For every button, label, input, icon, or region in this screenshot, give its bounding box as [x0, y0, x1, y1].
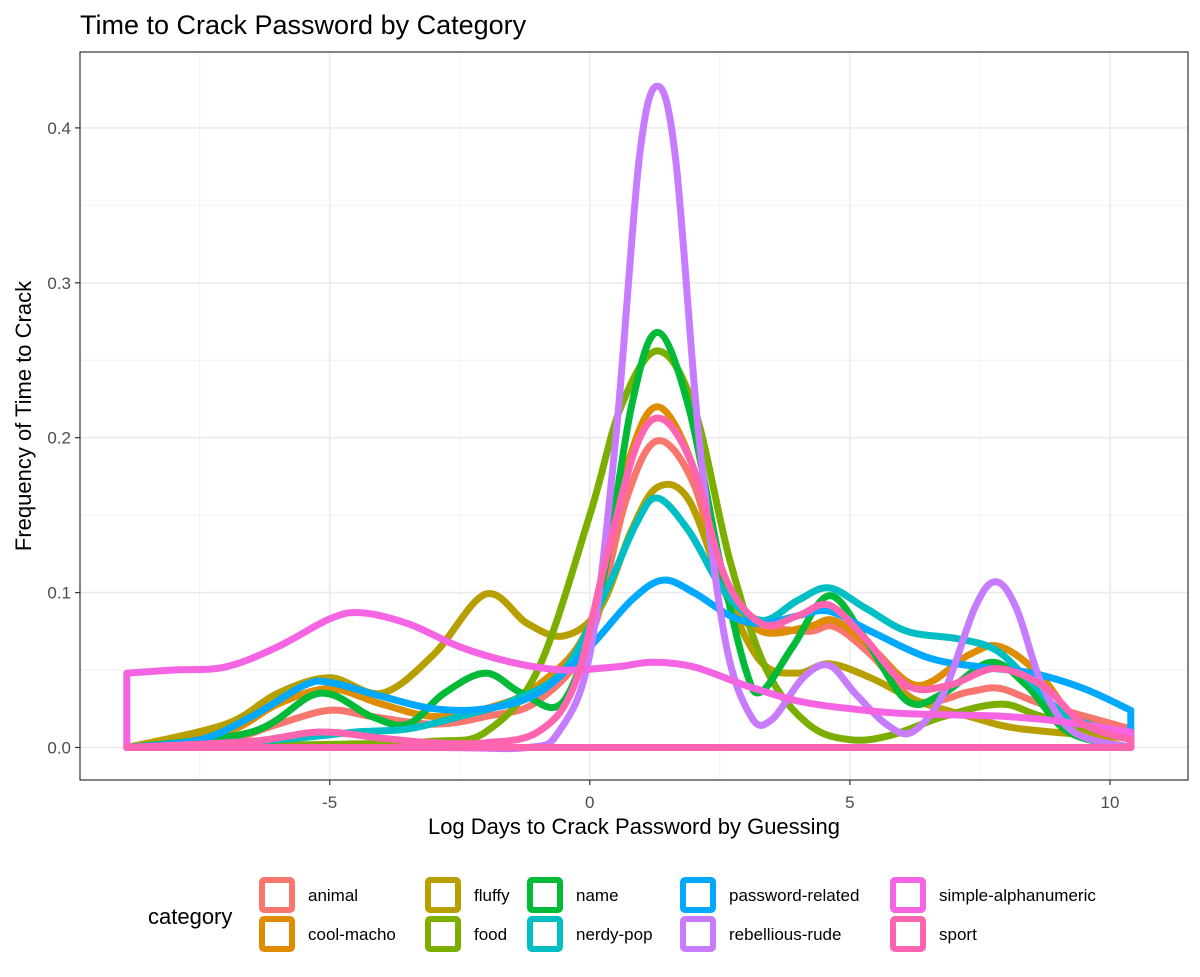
- y-tick-label: 0.2: [47, 429, 71, 448]
- legend-label-name: name: [576, 886, 619, 905]
- legend-key-food: [425, 916, 461, 952]
- legend-label-simple-alphanumeric: simple-alphanumeric: [939, 886, 1096, 905]
- legend-label-animal: animal: [308, 886, 358, 905]
- legend-label-cool-macho: cool-macho: [308, 925, 396, 944]
- legend-key-animal: [259, 877, 295, 913]
- plot-panel-border: [79, 51, 1189, 781]
- legend-key-nerdy-pop: [527, 916, 563, 952]
- series-line-sport: [123, 414, 1135, 751]
- legend-title: category: [148, 904, 232, 929]
- series-line-animal: [123, 437, 1135, 751]
- series-line-simple-alphanumeric: [123, 609, 1135, 751]
- y-tick-label: 0.1: [47, 584, 71, 603]
- legend-label-sport: sport: [939, 925, 977, 944]
- series-line-rebellious-rude: [123, 82, 1135, 753]
- x-tick-label: 5: [845, 793, 854, 812]
- legend-key-name: [527, 877, 563, 913]
- legend-key-cool-macho: [259, 916, 295, 952]
- legend-label-fluffy: fluffy: [474, 886, 510, 905]
- legend-label-food: food: [474, 925, 507, 944]
- series-line-name: [123, 328, 1135, 751]
- y-axis-title: Frequency of Time to Crack: [11, 280, 36, 551]
- legend-key-simple-alphanumeric: [890, 877, 926, 913]
- x-tick-label: 10: [1101, 793, 1120, 812]
- x-tick-label: -5: [322, 793, 337, 812]
- legend-label-nerdy-pop: nerdy-pop: [576, 925, 653, 944]
- chart-title: Time to Crack Password by Category: [80, 10, 527, 40]
- legend: animal cool-macho fluffy food name nerdy-pop p…: [259, 877, 1096, 952]
- y-tick-label: 0.0: [47, 738, 71, 757]
- x-axis-title: Log Days to Crack Password by Guessing: [428, 814, 840, 839]
- legend-key-fluffy: [425, 877, 461, 913]
- legend-key-rebellious-rude: [680, 916, 716, 952]
- y-tick-label: 0.3: [47, 274, 71, 293]
- legend-label-rebellious-rude: rebellious-rude: [729, 925, 841, 944]
- y-tick-label: 0.4: [47, 119, 71, 138]
- legend-key-password-related: [680, 877, 716, 913]
- legend-key-sport: [890, 916, 926, 952]
- series-line-nerdy-pop: [123, 494, 1135, 751]
- series-layer: [123, 82, 1135, 753]
- legend-label-password-related: password-related: [729, 886, 859, 905]
- axis-ticks: -5 0 5 10 0.0 0.1 0.2 0.3 0.4: [47, 119, 1119, 812]
- x-tick-label: 0: [585, 793, 594, 812]
